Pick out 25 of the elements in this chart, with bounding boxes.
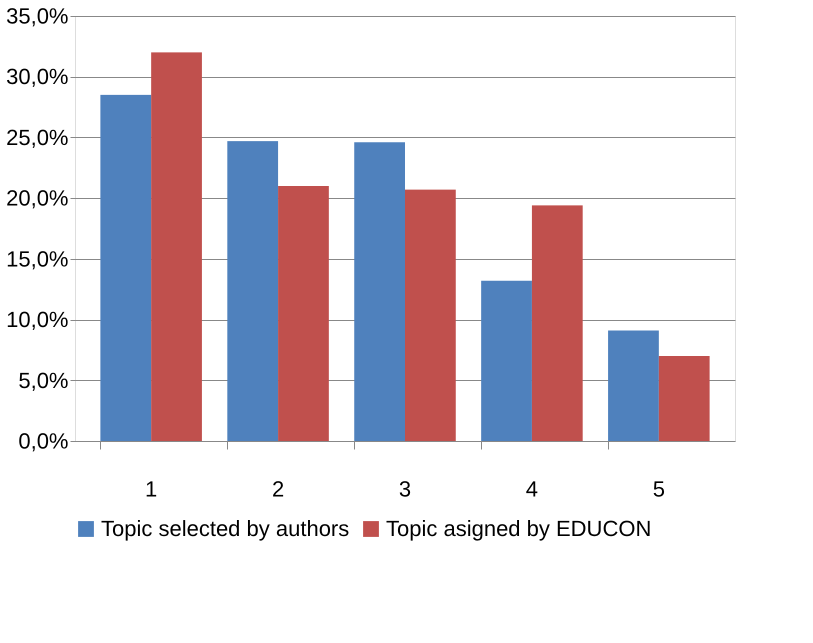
bar [608,330,659,441]
x-tick-label: 4 [526,476,538,502]
y-tick-label: 20,0% [6,186,68,211]
x-tick-label: 1 [145,476,158,502]
y-tick-label: 15,0% [6,246,68,272]
y-tick-label: 0,0% [18,428,68,454]
x-tick-label: 5 [652,476,665,502]
bar [100,94,152,441]
bar [405,190,456,441]
bar [278,186,329,441]
bar [658,356,710,441]
bar [354,142,405,441]
y-tick-label: 25,0% [6,124,68,150]
bar [481,280,532,441]
y-tick-label: 30,0% [6,64,68,90]
legend-label: Topic selected by authors [101,516,350,541]
y-tick-label: 10,0% [6,307,68,332]
bar [227,141,278,441]
x-tick-label: 3 [398,476,412,502]
y-tick-label: 5,0% [18,368,68,393]
x-tick-label: 2 [272,476,284,502]
bar [532,205,583,441]
legend-label: Topic asigned by EDUCON [386,516,652,541]
y-tick-label: 35,0% [6,4,68,28]
bar [151,52,202,441]
